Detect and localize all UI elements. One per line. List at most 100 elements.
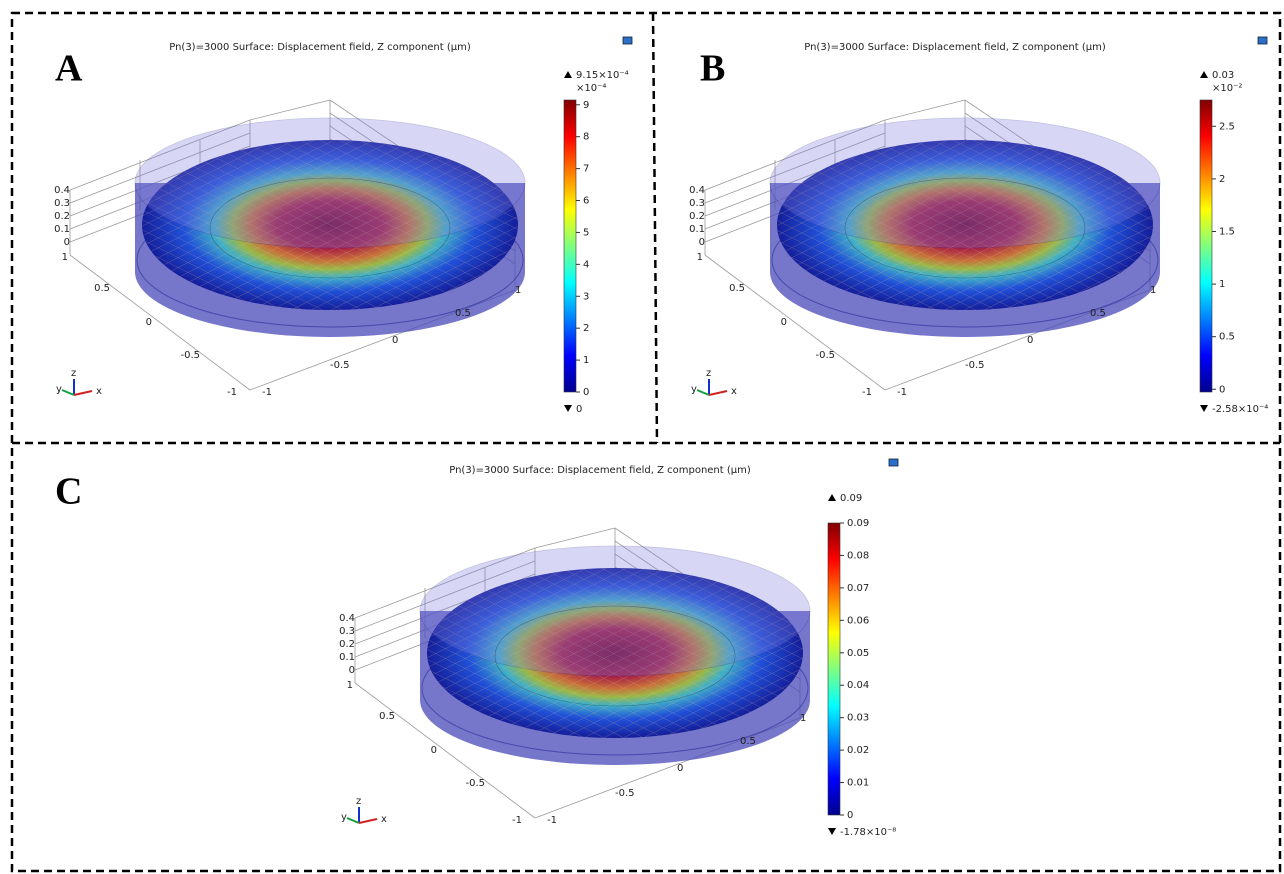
wireframe bbox=[69, 254, 251, 391]
z-tick-label: 0.3 bbox=[54, 198, 70, 209]
colorbar bbox=[563, 99, 577, 393]
y-tick-label: 0.5 bbox=[94, 283, 110, 294]
icon bbox=[1257, 36, 1268, 45]
z-tick-label: 0.2 bbox=[339, 639, 355, 650]
max-marker bbox=[1200, 71, 1208, 78]
min-label: -2.58×10⁻⁴ bbox=[1212, 404, 1268, 415]
panel: A Pn(3)=3000 Surface: Displacement field,… bbox=[54, 36, 633, 415]
triad-label: x bbox=[381, 814, 387, 825]
wireframe bbox=[704, 254, 886, 391]
y-tick-label: -1 bbox=[227, 387, 237, 398]
multiplier: ×10⁻⁴ bbox=[576, 83, 606, 94]
z-tick-label: 0.1 bbox=[689, 224, 705, 235]
colorbar-tick-label: 0.06 bbox=[847, 615, 869, 626]
colorbar-tick-label: 0 bbox=[1219, 384, 1225, 395]
x-tick-label: 0 bbox=[392, 335, 398, 346]
min-label: -1.78×10⁻⁸ bbox=[840, 827, 896, 838]
x-tick-label: 1 bbox=[1150, 285, 1156, 296]
max-marker bbox=[828, 494, 836, 501]
surface-mesh bbox=[142, 140, 518, 310]
x-tick-label: -1 bbox=[547, 815, 557, 826]
y-tick-label: -0.5 bbox=[465, 778, 485, 789]
inner-rim bbox=[209, 177, 451, 279]
colorbar-tick-label: 0 bbox=[583, 387, 589, 398]
colorbar-tick-label: 8 bbox=[583, 132, 589, 143]
icon bbox=[888, 458, 899, 467]
colorbar-tick-label: 4 bbox=[583, 259, 589, 270]
wireframe bbox=[354, 547, 536, 619]
triad-label: x bbox=[731, 386, 737, 397]
wireframe bbox=[69, 119, 251, 191]
triad-y bbox=[61, 389, 75, 396]
y-tick-label: -0.5 bbox=[180, 350, 200, 361]
y-tick-label: 0 bbox=[146, 317, 152, 328]
wireframe bbox=[354, 560, 536, 632]
y-tick-label: 1 bbox=[62, 252, 68, 263]
y-tick-label: -1 bbox=[512, 815, 522, 826]
colorbar-tick-label: 2 bbox=[1219, 174, 1225, 185]
colorbar-tick-label: 0.04 bbox=[847, 680, 869, 691]
cylinder-top bbox=[134, 117, 526, 249]
y-tick-label: 0 bbox=[781, 317, 787, 328]
triad-x bbox=[73, 390, 93, 396]
z-tick-label: 0 bbox=[349, 665, 355, 676]
triad-label: y bbox=[56, 384, 62, 395]
x-tick-label: -0.5 bbox=[615, 788, 635, 799]
z-tick-label: 0.3 bbox=[689, 198, 705, 209]
min-marker bbox=[1200, 405, 1208, 412]
x-tick-label: -1 bbox=[897, 387, 907, 398]
triad-y bbox=[346, 817, 360, 824]
z-tick-label: 0.2 bbox=[689, 211, 705, 222]
colorbar-tick-label: 0.09 bbox=[847, 518, 869, 529]
wireframe bbox=[534, 527, 616, 549]
colorbar-tick-label: 1 bbox=[583, 355, 589, 366]
wireframe bbox=[249, 99, 331, 121]
colorbar-tick-label: 1 bbox=[1219, 279, 1225, 290]
x-tick-label: 0.5 bbox=[455, 308, 471, 319]
colorbar bbox=[827, 522, 841, 816]
max-label: 0.03 bbox=[1212, 70, 1234, 81]
panel-label: B bbox=[700, 48, 725, 90]
y-tick-label: 0.5 bbox=[729, 283, 745, 294]
panel: B Pn(3)=3000 Surface: Displacement field,… bbox=[689, 36, 1268, 415]
panel-label: A bbox=[55, 48, 83, 90]
y-tick-label: 1 bbox=[347, 680, 353, 691]
colorbar-tick-label: 0 bbox=[847, 810, 853, 821]
x-tick-label: 0.5 bbox=[1090, 308, 1106, 319]
colorbar-tick-label: 2 bbox=[583, 323, 589, 334]
x-tick-label: -1 bbox=[262, 387, 272, 398]
min-label: 0 bbox=[576, 404, 582, 415]
inner-rim bbox=[494, 605, 736, 707]
colorbar-tick-label: 0.02 bbox=[847, 745, 869, 756]
colorbar-tick-label: 0.08 bbox=[847, 550, 869, 561]
frames bbox=[10, 11, 1282, 873]
triad-x bbox=[358, 818, 378, 824]
panel: C Pn(3)=3000 Surface: Displacement field,… bbox=[55, 458, 899, 838]
z-tick-label: 0.4 bbox=[689, 185, 705, 196]
wireframe bbox=[69, 132, 251, 204]
z-tick-label: 0.2 bbox=[54, 211, 70, 222]
surface-mesh bbox=[427, 568, 803, 738]
triad-label: z bbox=[71, 368, 76, 379]
z-tick-label: 0 bbox=[64, 237, 70, 248]
divider bbox=[651, 12, 659, 444]
z-tick-label: 0.3 bbox=[339, 626, 355, 637]
wireframe bbox=[884, 99, 966, 121]
x-tick-label: 1 bbox=[515, 285, 521, 296]
colorbar-tick-label: 6 bbox=[583, 196, 589, 207]
colorbar-tick-label: 2.5 bbox=[1219, 121, 1235, 132]
colorbar bbox=[1199, 99, 1213, 393]
x-tick-label: 0.5 bbox=[740, 736, 756, 747]
x-tick-label: -0.5 bbox=[330, 360, 350, 371]
panel-label: C bbox=[55, 471, 82, 513]
colorbar-tick-label: 1.5 bbox=[1219, 226, 1235, 237]
triad-label: x bbox=[96, 386, 102, 397]
z-tick-label: 0 bbox=[699, 237, 705, 248]
colorbar-tick-label: 0.05 bbox=[847, 648, 869, 659]
wireframe bbox=[354, 682, 536, 819]
surface-mesh bbox=[777, 140, 1153, 310]
x-tick-label: -0.5 bbox=[965, 360, 985, 371]
x-tick-label: 1 bbox=[800, 713, 806, 724]
y-tick-label: 1 bbox=[697, 252, 703, 263]
wireframe bbox=[704, 119, 886, 191]
